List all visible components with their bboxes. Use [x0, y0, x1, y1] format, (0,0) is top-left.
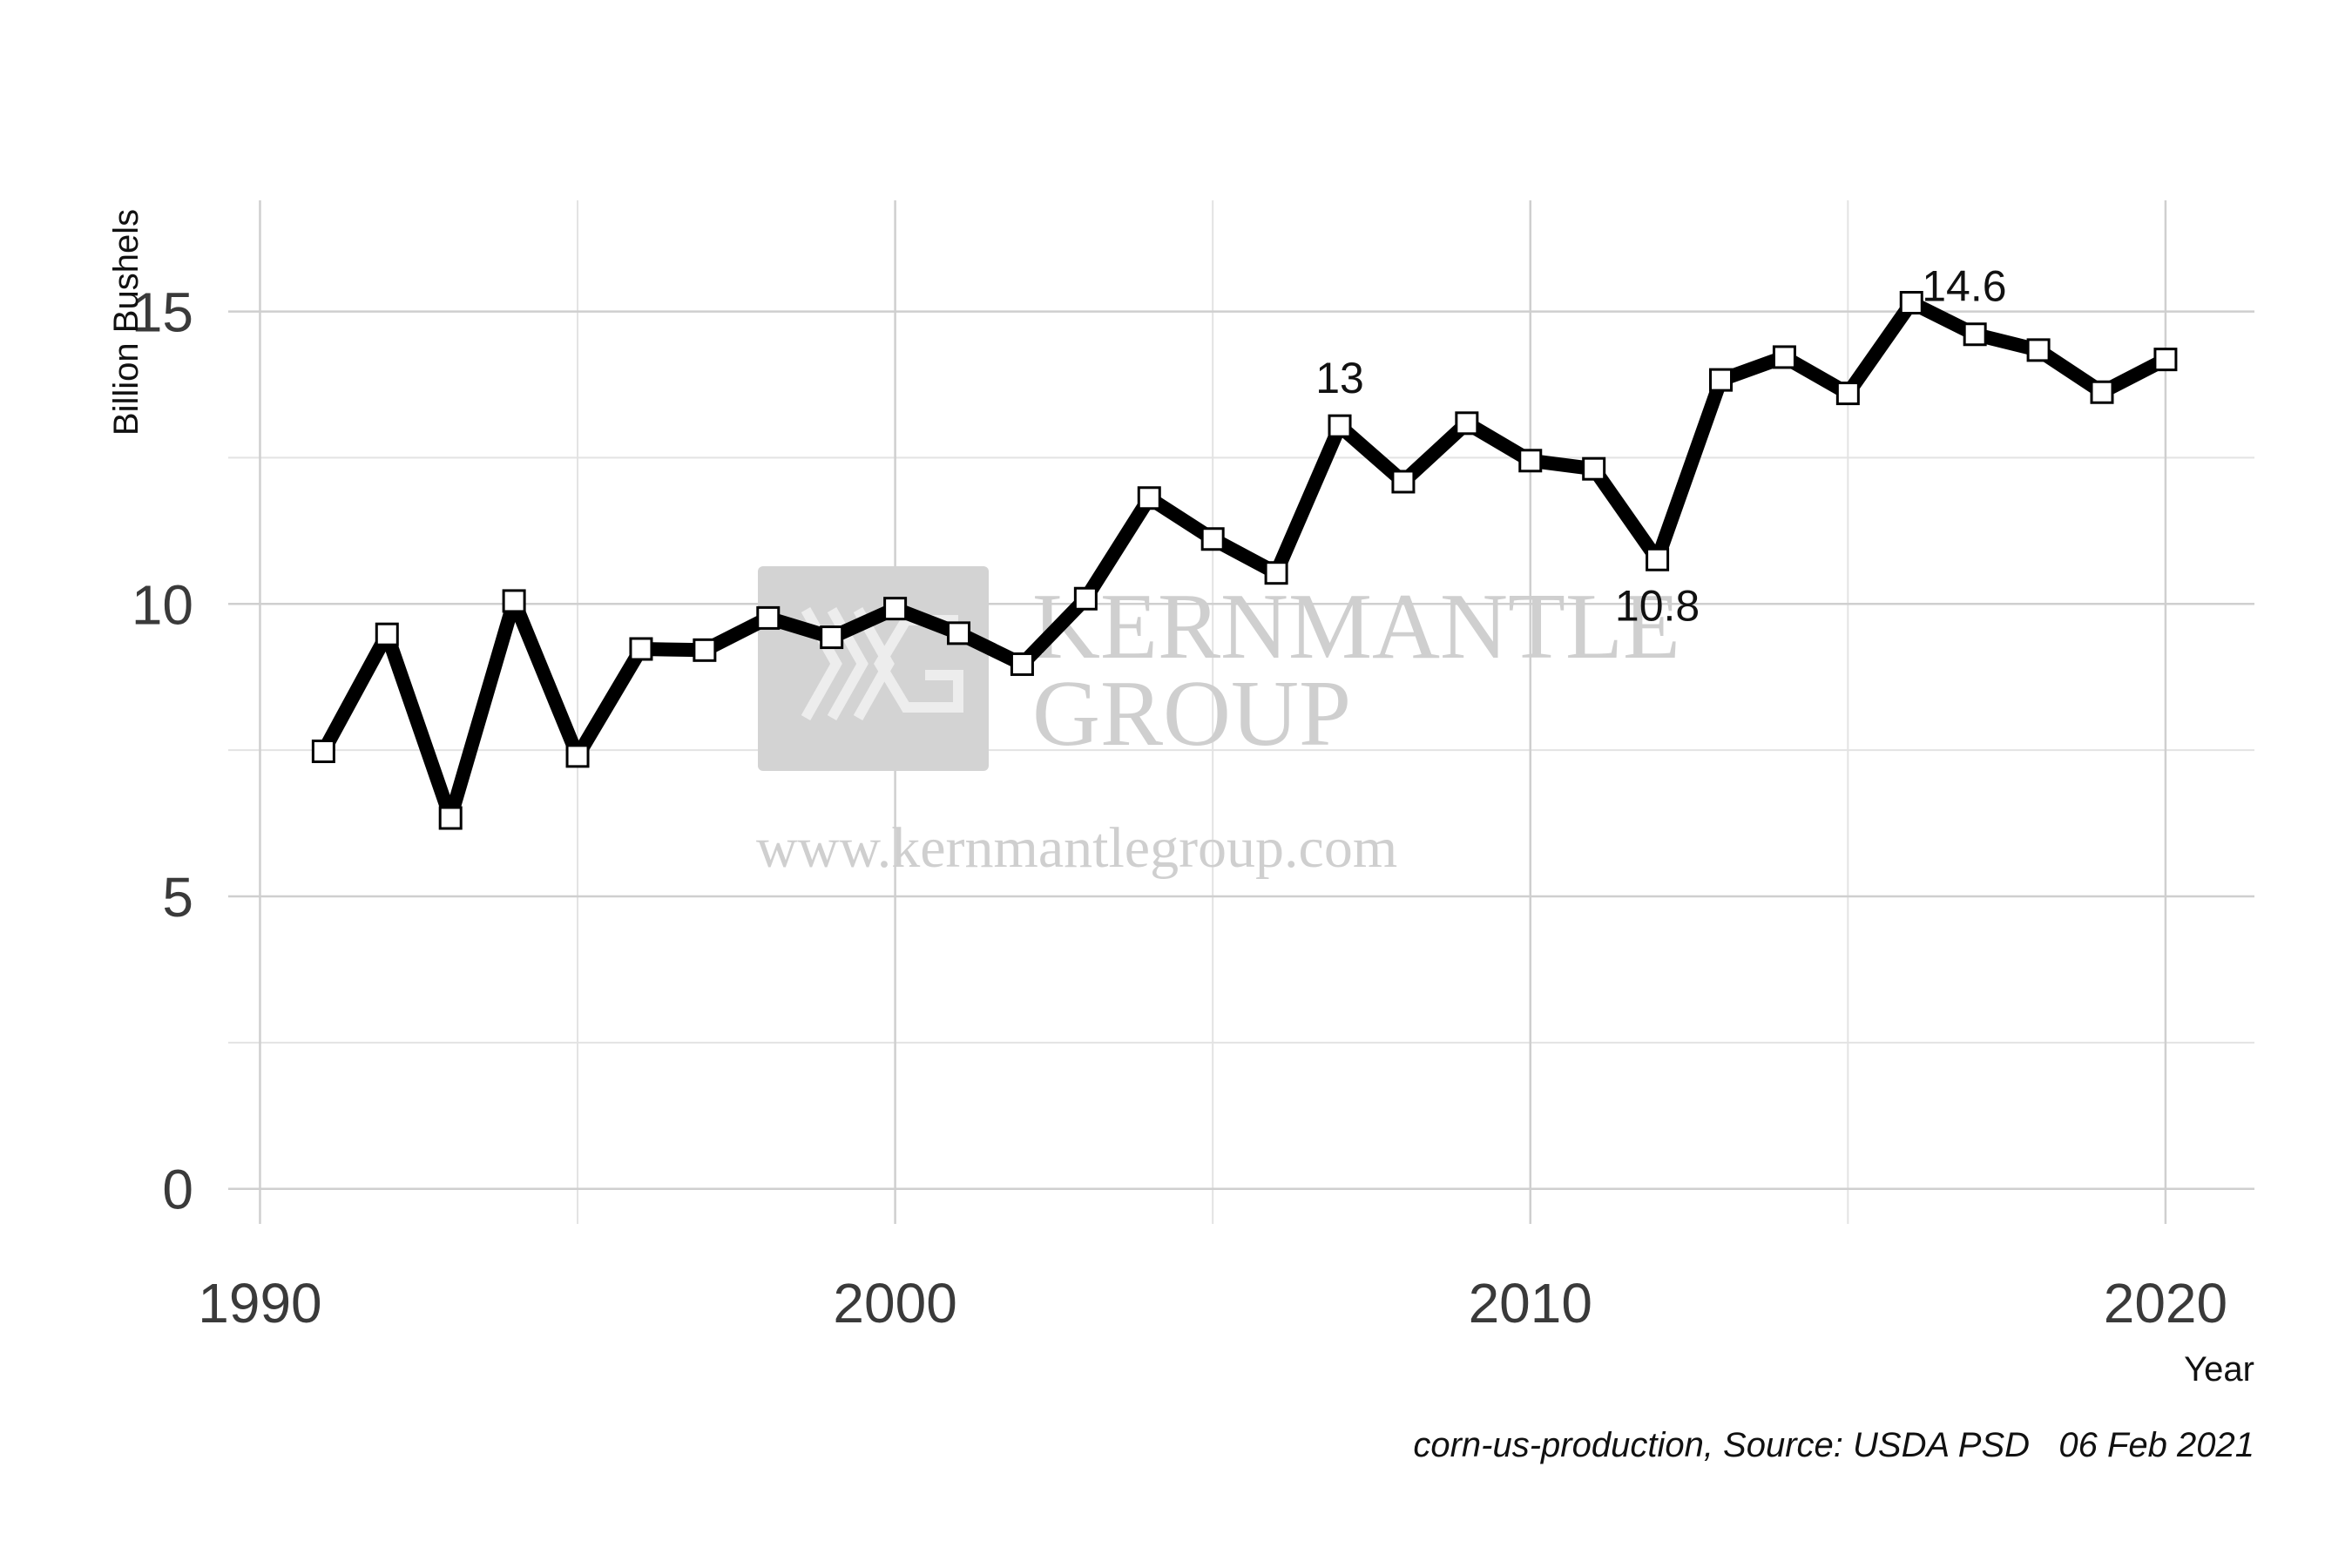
data-point: [947, 621, 971, 645]
data-point: [565, 744, 590, 768]
data-point: [693, 638, 717, 662]
data-label: 14.6: [1922, 262, 2006, 311]
data-point: [1963, 322, 1987, 347]
data-point: [629, 637, 653, 661]
annotations: 13 10.8 14.6: [1315, 262, 2006, 631]
data-point: [1137, 486, 1161, 510]
data-point: [1073, 586, 1098, 611]
data-point: [1835, 382, 1860, 406]
y-tick-label: 15: [132, 281, 193, 344]
data-point: [820, 625, 844, 650]
watermark-company-line2: GROUP: [1032, 662, 1351, 766]
data-point: [311, 739, 335, 763]
chart-caption: corn-us-production, Source: USDA PSD 06 …: [1413, 1426, 2254, 1464]
x-tick-label: 2000: [833, 1272, 956, 1335]
y-tick-label: 0: [162, 1159, 193, 1221]
data-point: [1899, 291, 1923, 314]
data-point: [2090, 380, 2114, 404]
data-point: [1518, 449, 1543, 473]
data-point: [1582, 456, 1606, 481]
data-point: [1455, 411, 1479, 436]
data-label: 13: [1315, 354, 1364, 402]
axes: 0 5 10 15 1990 2000 2010 2020: [132, 281, 2227, 1335]
x-axis-title: Year: [2184, 1350, 2254, 1389]
data-point: [1709, 368, 1734, 392]
y-tick-label: 5: [162, 866, 193, 929]
y-axis-title: Billion Bushels: [107, 209, 145, 436]
data-point: [1200, 527, 1225, 551]
kg-logo-icon: [758, 566, 989, 771]
watermark-url: www.kernmantlegroup.com: [756, 816, 1397, 880]
x-tick-label: 1990: [198, 1272, 321, 1335]
data-point: [1646, 547, 1670, 571]
data-point: [2026, 338, 2051, 362]
data-point: [375, 622, 399, 646]
watermark-company-line1: KERNMANTLE: [1032, 575, 1680, 679]
data-point: [438, 806, 463, 830]
data-point: [756, 605, 781, 630]
data-point: [1772, 345, 1796, 369]
series-production: [311, 291, 2178, 830]
data-point: [1010, 652, 1034, 676]
y-tick-label: 10: [132, 573, 193, 636]
data-point: [2153, 348, 2178, 372]
data-point: [883, 597, 908, 621]
data-point: [1264, 561, 1288, 585]
x-tick-label: 2010: [1469, 1272, 1592, 1335]
data-point: [502, 589, 526, 613]
data-point: [1391, 470, 1416, 494]
series-line: [316, 295, 2173, 825]
data-label: 10.8: [1615, 581, 1700, 630]
data-point: [1328, 414, 1352, 438]
x-tick-label: 2020: [2104, 1272, 2227, 1335]
